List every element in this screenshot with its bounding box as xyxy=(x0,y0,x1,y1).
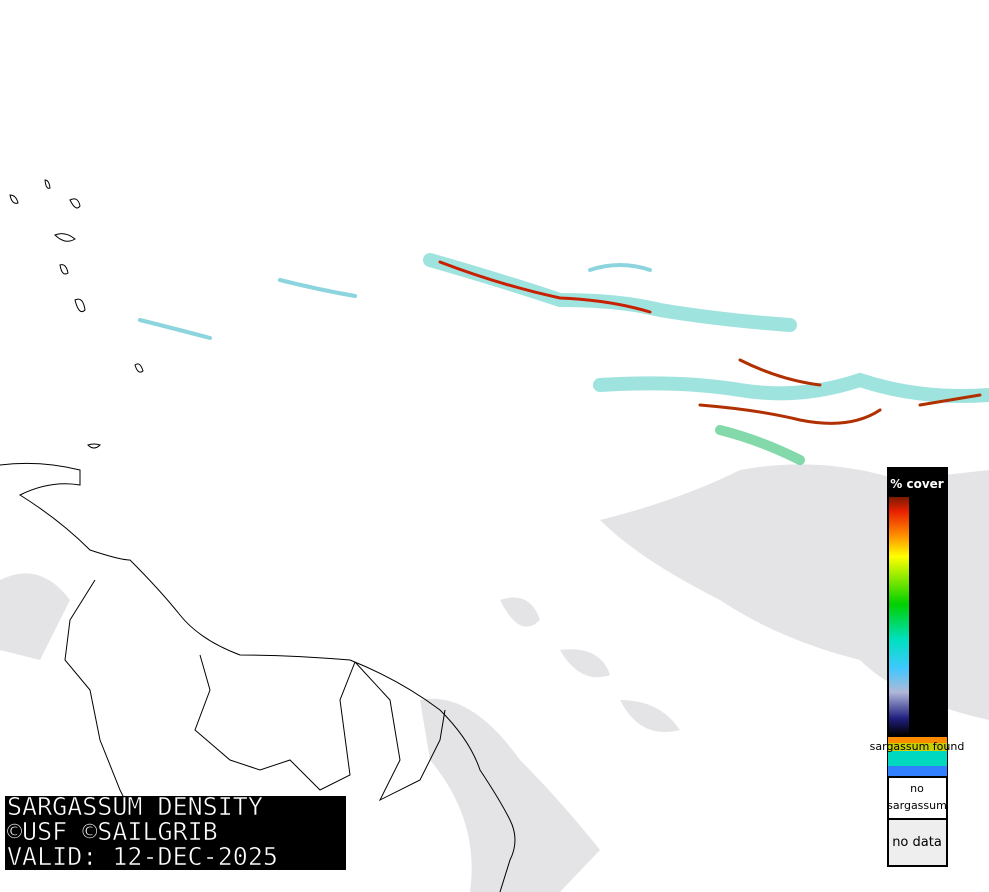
caption-line: ©USF ©SAILGRIB xyxy=(7,817,218,846)
caption-line: SARGASSUM DENSITY xyxy=(7,792,263,821)
caption-box: SARGASSUM DENSITY ©USF ©SAILGRIB VALID: … xyxy=(5,792,346,871)
legend: % cover sargassum found no sargassum no … xyxy=(870,467,965,867)
legend-title: % cover xyxy=(890,477,944,491)
land xyxy=(0,179,516,892)
sargassum xyxy=(138,253,989,465)
legend-none: sargassum xyxy=(887,799,947,812)
legend-found: sargassum found xyxy=(870,740,965,753)
caption-line: VALID: 12-DEC-2025 xyxy=(7,842,278,871)
legend-no-data: no data xyxy=(892,835,942,850)
legend-none: no xyxy=(910,782,924,795)
